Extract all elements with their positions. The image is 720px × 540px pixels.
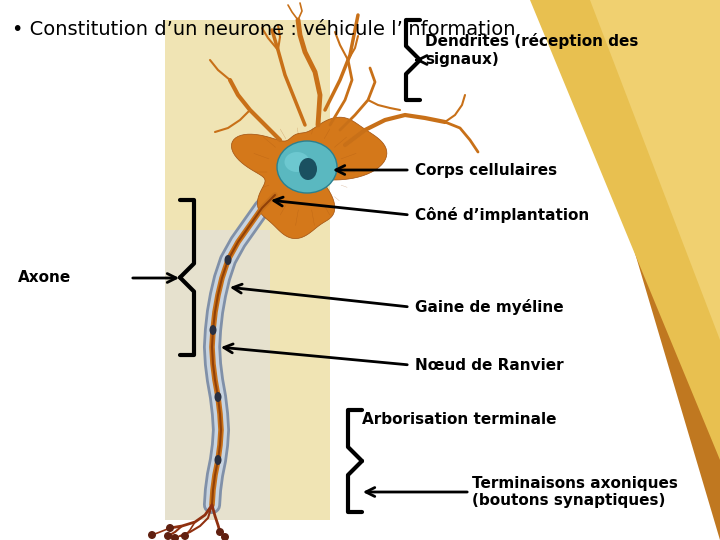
Polygon shape — [560, 0, 720, 540]
Ellipse shape — [216, 528, 224, 536]
Text: Arborisation terminale: Arborisation terminale — [362, 413, 557, 428]
Ellipse shape — [164, 532, 172, 540]
Ellipse shape — [181, 532, 189, 540]
Ellipse shape — [171, 534, 179, 540]
Ellipse shape — [225, 255, 232, 265]
Ellipse shape — [215, 392, 222, 402]
Text: Dendrites (réception des
signaux): Dendrites (réception des signaux) — [425, 33, 639, 67]
Ellipse shape — [166, 524, 174, 532]
Ellipse shape — [277, 141, 337, 193]
Ellipse shape — [299, 158, 317, 180]
Polygon shape — [165, 20, 330, 520]
Polygon shape — [231, 117, 387, 239]
Polygon shape — [530, 0, 720, 460]
Polygon shape — [165, 230, 270, 520]
Text: Axone: Axone — [18, 271, 71, 286]
Ellipse shape — [215, 455, 222, 465]
Text: Côné d’implantation: Côné d’implantation — [415, 207, 589, 223]
Ellipse shape — [210, 325, 217, 335]
Text: Terminaisons axoniques
(boutons synaptiques): Terminaisons axoniques (boutons synaptiq… — [472, 476, 678, 508]
Polygon shape — [590, 0, 720, 340]
Text: • Constitution d’un neurone : véhicule l’information: • Constitution d’un neurone : véhicule l… — [12, 20, 516, 39]
Ellipse shape — [284, 152, 310, 172]
Ellipse shape — [221, 533, 229, 540]
Text: Nœud de Ranvier: Nœud de Ranvier — [415, 357, 564, 373]
Text: Corps cellulaires: Corps cellulaires — [415, 163, 557, 178]
Ellipse shape — [148, 531, 156, 539]
Text: Gaine de myéline: Gaine de myéline — [415, 299, 564, 315]
